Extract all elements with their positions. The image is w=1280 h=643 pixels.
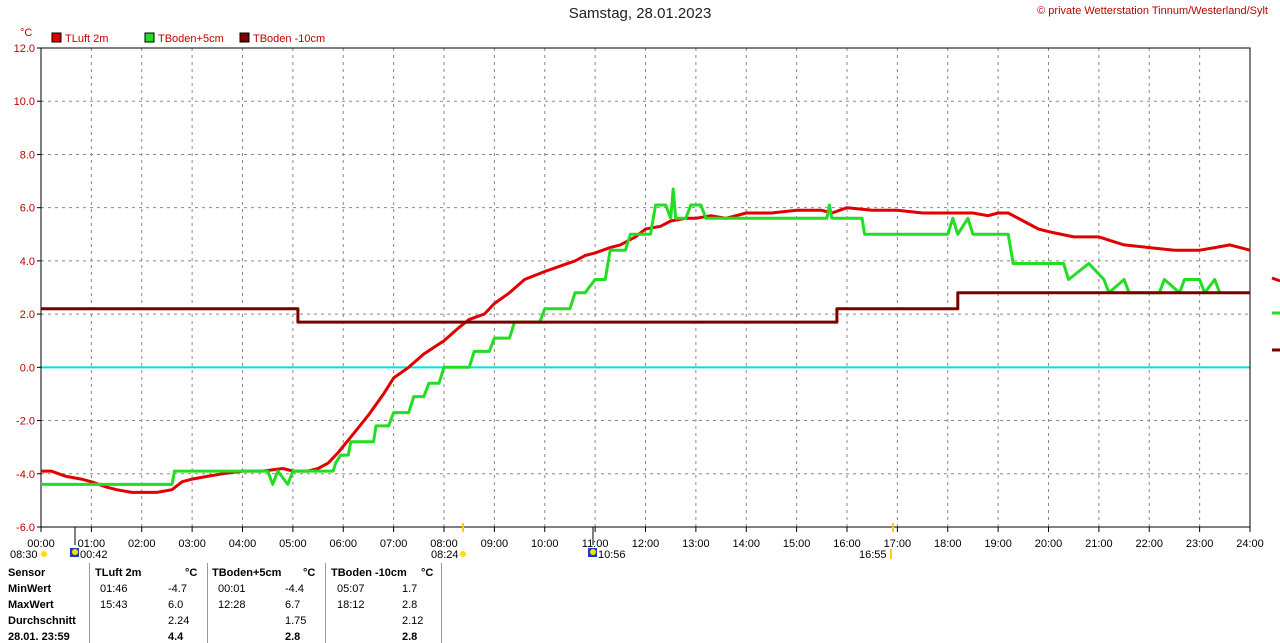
sunset-time: 16:55 [859,549,887,561]
x-tick-label: 02:00 [128,538,156,550]
stats-value: 2.8 [285,631,301,643]
stats-time: 05:07 [337,583,365,595]
legend-swatch [144,32,155,43]
legend-swatch [239,32,250,43]
x-tick-label: 00:00 [27,538,55,550]
sun-moon-markers: 08:30 00:42 08:24 10:56 16:55 [10,523,894,561]
stats-value: 2.12 [402,615,424,627]
moonset-time: 10:56 [598,549,626,561]
x-tick-label: 14:00 [732,538,760,550]
stats-separator [89,563,90,643]
stats-time: 12:28 [218,599,246,611]
stats-time: 15:43 [100,599,128,611]
y-tick-label: 8.0 [20,149,35,161]
chart-area: 00:00 01:00 02:00 03:00 04:00 05:00 06:00 07:00… [10,27,1280,561]
x-tick-label: 12:00 [632,538,660,550]
stats-header: TLuft 2m [95,567,142,579]
plot-frame [40,47,1251,528]
y-tick-label: 10.0 [14,96,35,108]
x-tick-label: 05:00 [279,538,307,550]
stats-value: 2.24 [168,615,190,627]
legend: TLuft 2m TBoden+5cm TBoden -10cm [51,32,325,45]
x-tick-label: 17:00 [884,538,912,550]
series-line-1 [41,187,1222,486]
stats-row-label: Durchschnitt [8,615,76,627]
x-tick-label: 10:00 [531,538,559,550]
stats-value: 2.8 [402,599,418,611]
series-line-2 [41,291,1250,324]
grid [41,48,1250,527]
stats-value: -4.7 [168,583,187,595]
moon-icon-glyph [590,549,596,555]
stats-row-label: MaxWert [8,599,54,611]
stats-header: Sensor [8,567,46,579]
y-tick-label: 4.0 [20,256,35,268]
left-time-label: 08:30 [10,549,38,561]
sun-icon [460,551,466,557]
legend-label: TLuft 2m [65,33,108,45]
x-tick-label: 11:00 [582,538,609,550]
x-tick-label: 20:00 [1035,538,1063,550]
x-tick-label: 15:00 [783,538,811,550]
overflow-mark-tluft [1271,276,1280,283]
stats-time: 18:12 [337,599,365,611]
x-tick-label: 19:00 [984,538,1012,550]
x-tick-label: 03:00 [178,538,206,550]
stats-value: 1.75 [285,615,307,627]
x-tick-label: 01:00 [78,538,106,550]
y-tick-label: -6.0 [16,522,35,534]
stats-header: °C [185,567,198,579]
y-tick-label: -4.0 [16,469,35,481]
stats-value: 2.8 [402,631,418,643]
sun-icon [41,551,47,557]
stats-row-label: 28.01. 23:59 [8,631,70,643]
stats-header: °C [303,567,316,579]
x-tick-label: 21:00 [1085,538,1113,550]
legend-label: TBoden -10cm [253,33,325,45]
y-tick-label: 2.0 [20,309,35,321]
y-tick-label: 6.0 [20,203,35,215]
chart-title: Samstag, 28.01.2023 [568,5,712,22]
y-tick-label: 0.0 [20,362,35,374]
x-tick-label: 06:00 [329,538,357,550]
stats-value: -4.4 [285,583,304,595]
moon-icon-glyph [72,549,78,555]
x-tick-label: 22:00 [1135,538,1163,550]
stats-header: TBoden -10cm [331,567,407,579]
x-tick-label: 18:00 [934,538,962,550]
x-tick-label: 04:00 [229,538,257,550]
stats-time: 00:01 [218,583,246,595]
stats-time: 01:46 [100,583,128,595]
stats-header: TBoden+5cm [212,567,282,579]
y-tick-label: -2.0 [16,416,35,428]
unit-label: °C [20,27,32,39]
legend-label: TBoden+5cm [158,33,224,45]
x-tick-label: 16:00 [833,538,861,550]
y-tick-label: 12.0 [14,43,35,55]
series-line-0 [41,206,1251,494]
x-tick-label: 23:00 [1186,538,1214,550]
x-tick-label: 09:00 [481,538,509,550]
legend-swatch [51,32,62,43]
stats-value: 6.0 [168,599,184,611]
stats-separator [441,563,442,643]
stats-value: 4.4 [168,631,184,643]
stats-value: 6.7 [285,599,301,611]
stats-value: 1.7 [402,583,418,595]
axes: 00:00 01:00 02:00 03:00 04:00 05:00 06:00 07:00… [14,27,1280,550]
series-lines [41,187,1251,494]
stats-separator [325,563,326,643]
x-tick-label: 13:00 [682,538,710,550]
credit-text: © private Wetterstation Tinnum/Westerlan… [1037,5,1268,17]
stats-separator [207,563,208,643]
stats-row-label: MinWert [8,583,52,595]
sunrise-time: 08:24 [431,549,459,561]
x-tick-label: 24:00 [1236,538,1264,550]
moonrise-time: 00:42 [80,549,108,561]
stats-header: °C [421,567,434,579]
x-tick-label: 07:00 [380,538,408,550]
x-tick-label: 08:00 [430,538,458,550]
